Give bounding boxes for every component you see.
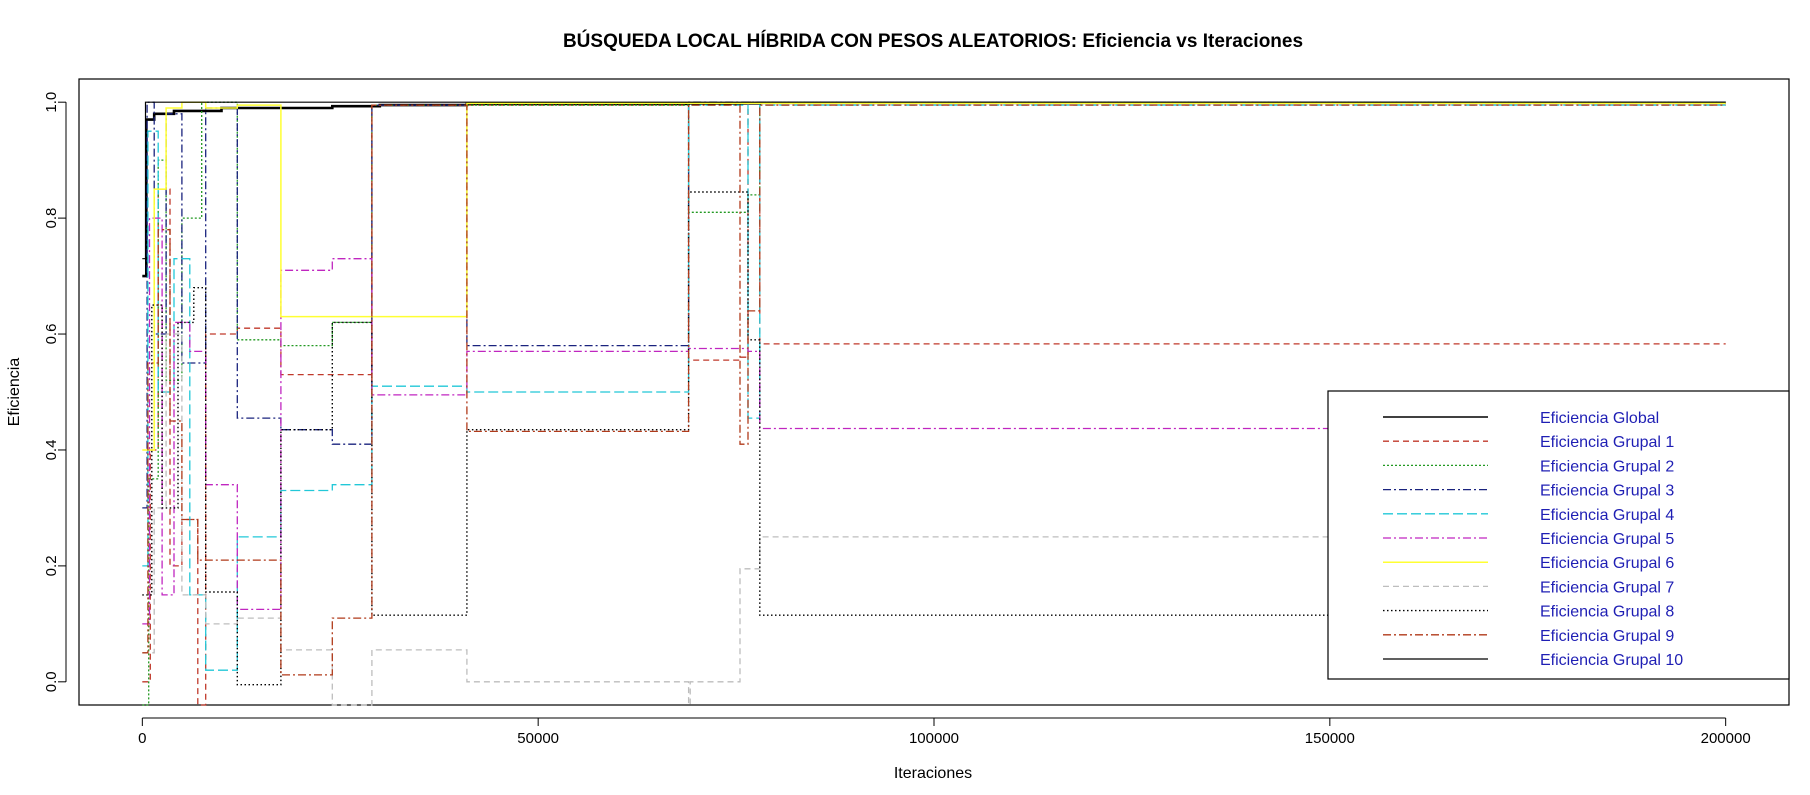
x-tick-label-4: 200000 [1701,730,1751,747]
x-axis-label: Iteraciones [894,765,972,782]
legend-label-10: Eficiencia Grupal 10 [1540,652,1683,669]
legend-label-3: Eficiencia Grupal 3 [1540,483,1674,500]
legend-label-1: Eficiencia Grupal 1 [1540,434,1674,451]
y-tick-label-2: 0.4 [43,440,60,461]
y-tick-label-0: 0.0 [43,671,60,692]
legend-label-9: Eficiencia Grupal 9 [1540,628,1674,645]
x-tick-label-2: 100000 [909,730,959,747]
legend-label-2: Eficiencia Grupal 2 [1540,458,1674,475]
series-line-2 [142,101,1726,706]
legend-label-8: Eficiencia Grupal 8 [1540,604,1674,621]
y-tick-label-3: 0.6 [43,324,60,345]
x-tick-label-1: 50000 [517,730,559,747]
y-axis-label: Eficiencia [6,358,23,427]
legend-label-0: Eficiencia Global [1540,410,1659,427]
series-line-6 [142,101,1726,451]
legend-label-5: Eficiencia Grupal 5 [1540,531,1674,548]
series-line-8 [142,191,1726,686]
series-line-10 [142,101,1726,260]
legend-items: Eficiencia Global Eficiencia Grupal 1 Efic… [1383,410,1683,669]
x-tick-label-3: 150000 [1305,730,1355,747]
legend-label-7: Eficiencia Grupal 7 [1540,579,1674,596]
x-axis: 0 50000 100000 150000 200000 [138,717,1751,747]
y-tick-label-4: 0.8 [43,208,60,229]
data-lines [142,101,1726,706]
x-tick-label-0: 0 [138,730,146,747]
series-line-7 [142,333,1726,706]
y-tick-label-5: 1.0 [43,92,60,113]
series-line-9 [142,104,1726,676]
y-axis: 0.0 0.2 0.4 0.6 0.8 1.0 [43,92,67,692]
legend-box [1327,390,1790,680]
legend: Eficiencia Global Eficiencia Grupal 1 Efic… [1327,390,1790,680]
series-line-1 [142,101,1726,706]
chart-title: BÚSQUEDA LOCAL HÍBRIDA CON PESOS ALEATOR… [563,30,1303,52]
series-line-0 [142,101,1726,278]
y-tick-label-1: 0.2 [43,555,60,576]
legend-label-6: Eficiencia Grupal 6 [1540,555,1674,572]
legend-label-4: Eficiencia Grupal 4 [1540,507,1674,524]
